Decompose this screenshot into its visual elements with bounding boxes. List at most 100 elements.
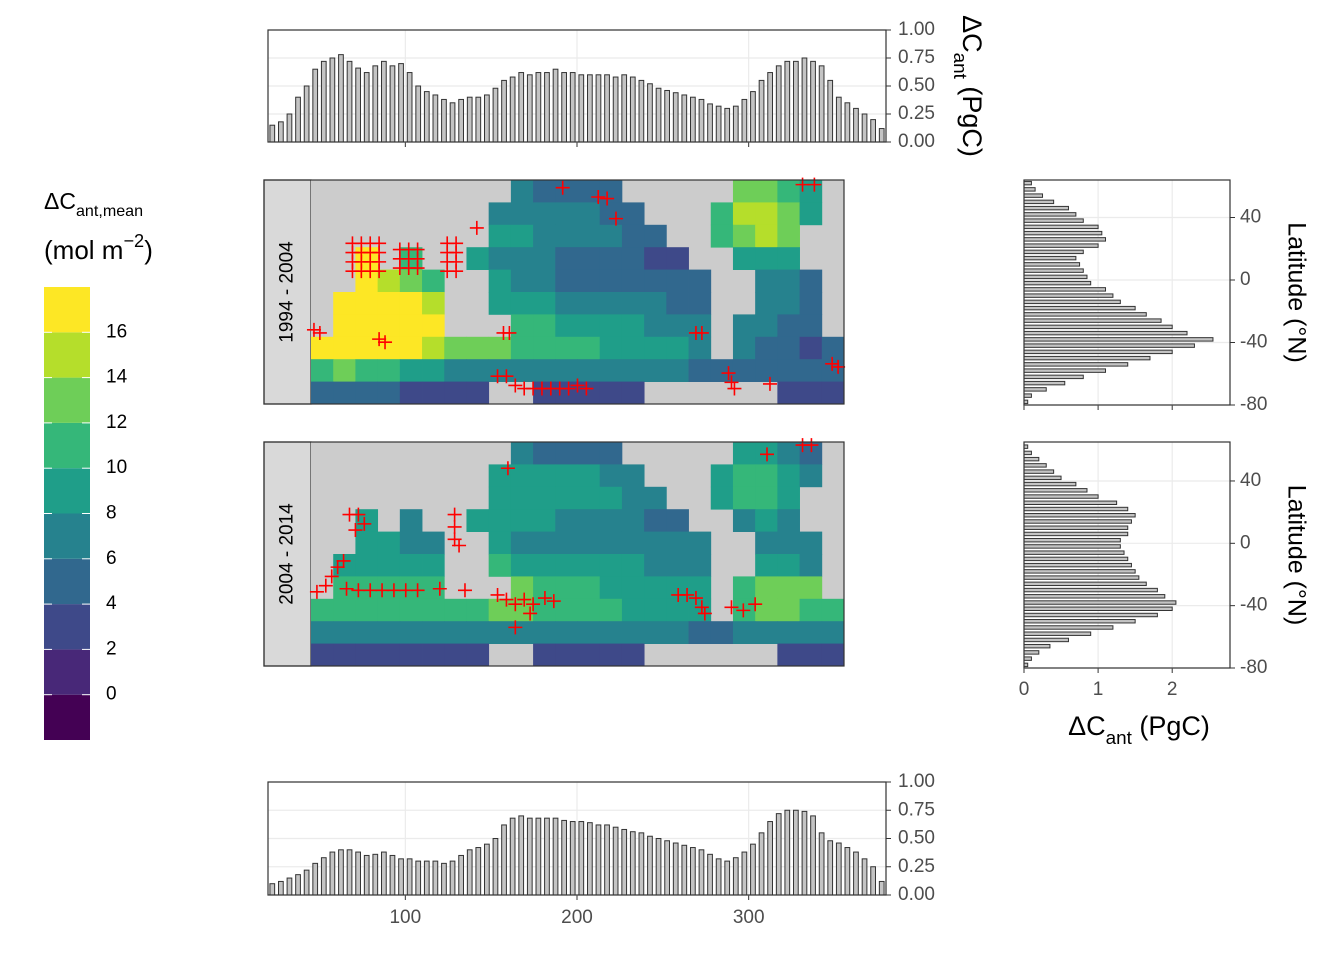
bar — [672, 842, 679, 896]
bar — [844, 847, 851, 896]
ocean-cell — [466, 509, 490, 532]
ocean-cell — [666, 509, 689, 532]
bar — [1023, 205, 1069, 211]
bar — [569, 821, 576, 896]
bar — [810, 815, 816, 896]
bar — [655, 838, 662, 896]
ocean-cell — [399, 554, 423, 577]
y-tick-label: 0.00 — [898, 131, 935, 152]
legend-swatch — [44, 649, 90, 695]
bar — [278, 880, 284, 896]
ocean-cell — [621, 381, 645, 405]
ocean-cell — [399, 509, 423, 532]
ocean-cell — [621, 359, 645, 382]
observation-cross — [724, 375, 739, 390]
legend-swatch — [44, 604, 90, 650]
bar — [484, 843, 490, 896]
y-tick-label: 1.00 — [898, 19, 935, 40]
ocean-cell — [644, 531, 667, 555]
bar — [1023, 500, 1118, 506]
ocean-cell — [488, 336, 512, 360]
ocean-cell — [333, 621, 356, 644]
ocean-cell — [666, 576, 689, 600]
ocean-cell — [555, 336, 578, 360]
ocean-cell — [377, 554, 401, 577]
bar — [1023, 374, 1084, 380]
ocean-cell — [355, 643, 379, 667]
bar — [406, 858, 413, 896]
observation-cross — [447, 519, 462, 534]
ocean-cell — [777, 224, 800, 248]
x-tick-label: 2 — [1167, 679, 1178, 700]
observation-cross — [452, 538, 467, 553]
ocean-cell — [399, 643, 423, 667]
ocean-cell — [710, 621, 734, 644]
ocean-cell — [666, 598, 689, 622]
observation-cross — [500, 461, 515, 476]
bar — [861, 113, 868, 143]
ocean-cell — [333, 554, 356, 577]
ocean-cell — [732, 621, 756, 644]
bar — [295, 96, 301, 143]
bar — [1023, 488, 1088, 493]
bar — [552, 817, 559, 896]
ocean-cell — [577, 247, 601, 270]
ocean-cell — [399, 621, 423, 644]
ocean-cell — [533, 486, 556, 510]
ocean-cell — [599, 224, 623, 248]
x-tick-label: 100 — [389, 907, 421, 928]
bar — [312, 862, 319, 896]
legend-title: ΔCant,mean — [44, 188, 143, 220]
ocean-cell — [488, 224, 512, 248]
bar — [509, 76, 516, 143]
ocean-cell — [755, 336, 778, 360]
observation-cross — [432, 581, 447, 596]
bar — [1023, 519, 1132, 524]
ocean-cell — [621, 202, 645, 226]
ocean-cell — [777, 202, 800, 226]
y-axis-title: Latitude (°N) — [1282, 485, 1310, 626]
observation-cross — [499, 369, 514, 384]
ocean-cell — [422, 269, 445, 293]
ocean-cell — [644, 598, 667, 622]
ocean-cell — [799, 359, 823, 382]
ocean-cell — [777, 643, 800, 667]
legend-units-part: −2 — [123, 231, 144, 251]
bar — [381, 60, 387, 143]
ocean-cell — [688, 336, 712, 360]
bar — [1023, 531, 1129, 537]
ocean-cell — [755, 531, 778, 555]
observation-cross — [324, 569, 339, 584]
observation-cross — [309, 584, 324, 599]
ocean-cell — [777, 442, 800, 465]
ocean-cell — [799, 292, 823, 315]
ocean-cell — [777, 314, 800, 338]
bar — [509, 817, 516, 896]
bar — [355, 851, 361, 896]
ocean-cell — [621, 247, 645, 270]
ocean-cell — [732, 576, 756, 600]
bar — [346, 60, 353, 143]
bar — [346, 849, 353, 896]
bar — [732, 105, 739, 143]
ocean-cell — [755, 314, 778, 338]
observation-cross — [372, 332, 387, 347]
observation-cross — [697, 606, 712, 621]
ocean-cell — [355, 314, 379, 338]
bar — [1023, 494, 1099, 499]
ocean-cell — [599, 576, 623, 600]
bar — [1023, 463, 1047, 468]
observation-cross — [760, 447, 775, 462]
bar — [338, 54, 344, 143]
bar — [750, 91, 756, 143]
bar — [861, 858, 868, 896]
observation-cross — [336, 553, 351, 568]
ocean-cell — [510, 314, 534, 338]
bar — [870, 866, 876, 896]
ocean-cell — [666, 359, 689, 382]
bar — [1023, 224, 1099, 230]
ocean-cell — [422, 643, 445, 667]
ocean-cell — [710, 224, 734, 248]
observation-cross — [330, 560, 345, 575]
legend-swatch — [44, 287, 90, 333]
